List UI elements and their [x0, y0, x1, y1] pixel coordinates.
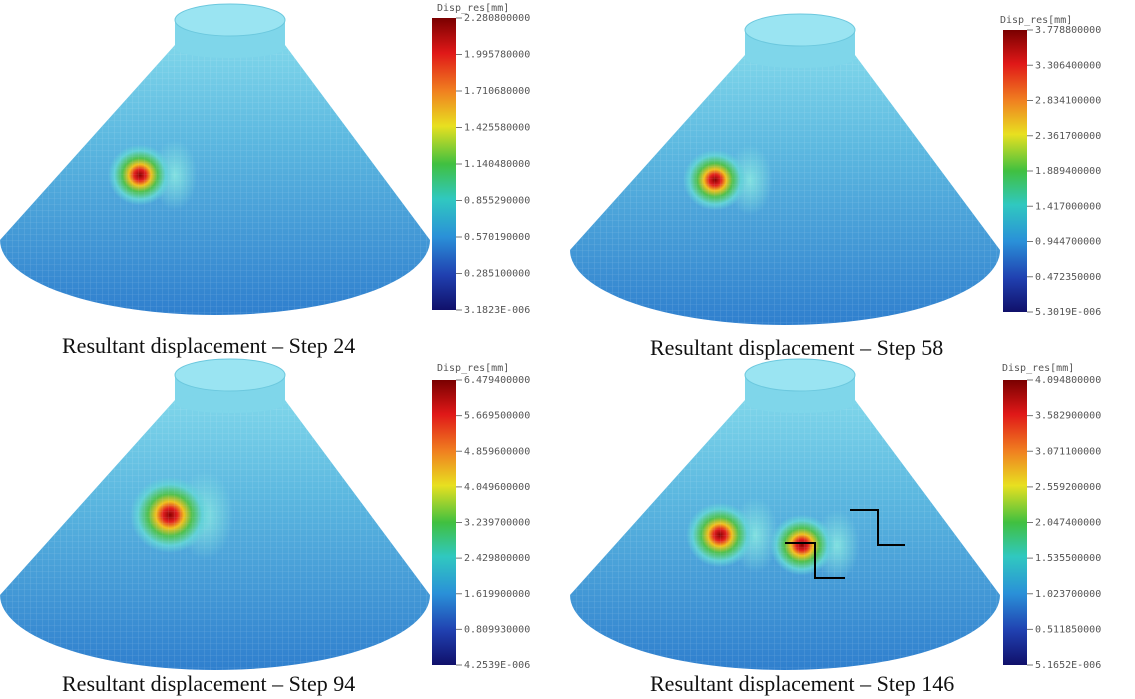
caption: Resultant displacement – Step 94 [62, 671, 355, 696]
legend-label: 0.472350000 [1035, 272, 1101, 283]
legend-label: 4.859600000 [464, 446, 530, 457]
legend-label: 0.855290000 [464, 196, 530, 207]
legend-label: 1.417000000 [1035, 201, 1101, 212]
cone-neck-base [175, 393, 285, 413]
panel [0, 3, 430, 315]
legend-label: 5.1652E-006 [1035, 660, 1101, 671]
cone-neck-base [745, 48, 855, 68]
mesh [0, 45, 430, 315]
legend-label: 4.094800000 [1035, 375, 1101, 386]
legend-title: Disp_res[mm] [437, 3, 509, 14]
legend-label: 3.1823E-006 [464, 305, 530, 316]
legend-label: 3.582900000 [1035, 411, 1101, 422]
legend-label: 0.511850000 [1035, 624, 1101, 635]
legend-label: 1.535500000 [1035, 553, 1101, 564]
legend-label: 2.280800000 [464, 13, 530, 24]
legend-label: 0.944700000 [1035, 237, 1101, 248]
panel [570, 358, 1000, 670]
legend-label: 2.559200000 [1035, 482, 1101, 493]
cone-neck-base [175, 38, 285, 58]
legend-label: 1.995780000 [464, 50, 530, 61]
legend-label: 2.047400000 [1035, 518, 1101, 529]
section-line [785, 542, 845, 579]
mesh [0, 400, 430, 670]
mesh [570, 55, 1000, 325]
legend-label: 4.049600000 [464, 482, 530, 493]
legend-label: 2.834100000 [1035, 96, 1101, 107]
legend-title: Disp_res[mm] [437, 363, 509, 374]
legend-label: 0.285100000 [464, 269, 530, 280]
cone-neck-base [745, 393, 855, 413]
mesh [570, 400, 1000, 670]
legend-title: Disp_res[mm] [1002, 363, 1074, 374]
caption: Resultant displacement – Step 24 [62, 333, 355, 358]
caption: Resultant displacement – Step 58 [650, 335, 943, 360]
colorbar [1003, 380, 1027, 665]
colorbar [432, 18, 456, 310]
panel [570, 13, 1000, 325]
legend-label: 0.809930000 [464, 624, 530, 635]
legend-label: 4.2539E-006 [464, 660, 530, 671]
legend-label: 1.023700000 [1035, 589, 1101, 600]
legend-label: 3.071100000 [1035, 446, 1101, 457]
cone-cap [174, 358, 286, 392]
legend-label: 6.479400000 [464, 375, 530, 386]
legend-label: 1.710680000 [464, 86, 530, 97]
legend-label: 1.889400000 [1035, 166, 1101, 177]
legend-title: Disp_res[mm] [1000, 15, 1072, 26]
panel [0, 358, 430, 670]
legend-label: 1.140480000 [464, 159, 530, 170]
colorbar [432, 380, 456, 665]
legend-label: 2.429800000 [464, 553, 530, 564]
legend-label: 3.306400000 [1035, 60, 1101, 71]
legend-label: 5.669500000 [464, 411, 530, 422]
section-line [850, 509, 905, 546]
cone-cap [744, 13, 856, 47]
cone-cap [744, 358, 856, 392]
legend-label: 3.239700000 [464, 518, 530, 529]
colorbar [1003, 30, 1027, 312]
legend-label: 2.361700000 [1035, 131, 1101, 142]
legend-label: 0.570190000 [464, 232, 530, 243]
cone-cap [174, 3, 286, 37]
legend-label: 3.778800000 [1035, 25, 1101, 36]
legend-label: 1.619900000 [464, 589, 530, 600]
legend-label: 1.425580000 [464, 123, 530, 134]
caption: Resultant displacement – Step 146 [650, 671, 954, 696]
legend-label: 5.3019E-006 [1035, 307, 1101, 318]
